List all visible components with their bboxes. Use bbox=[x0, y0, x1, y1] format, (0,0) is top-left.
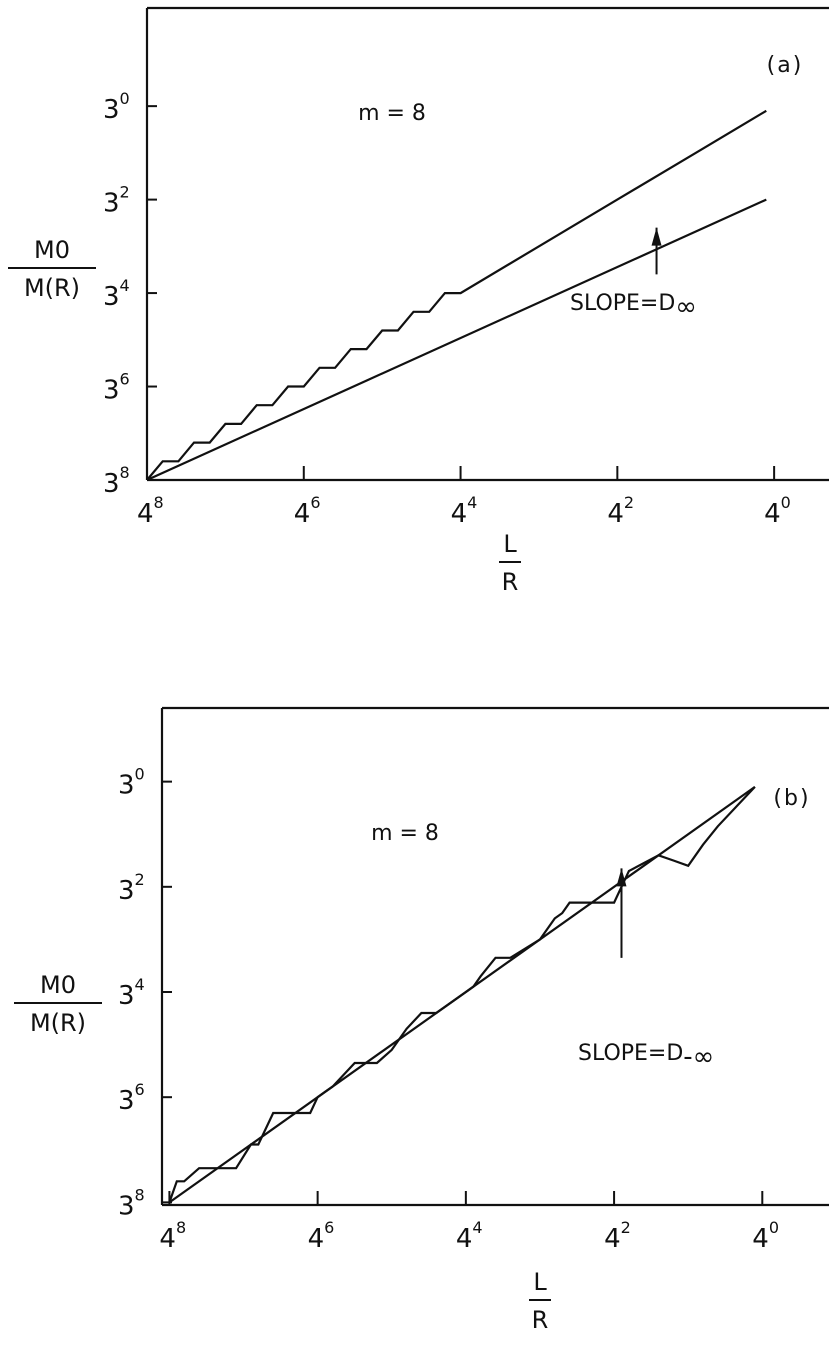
x-tick-base: 4 bbox=[137, 499, 154, 529]
slope-arrow-head bbox=[616, 868, 627, 887]
x-tick-label: 40 bbox=[752, 1218, 779, 1254]
y-tick-base: 3 bbox=[103, 376, 120, 406]
slope-arrow-head bbox=[651, 227, 662, 246]
x-tick-label: 46 bbox=[294, 493, 321, 529]
y-tick-exponent: 0 bbox=[120, 89, 130, 108]
y-axis-title-denominator: M(R) bbox=[30, 1009, 86, 1037]
slope-annotation: SLOPE=D-∞ bbox=[578, 1041, 714, 1072]
y-tick-label: 32 bbox=[103, 183, 130, 219]
x-tick-label: 42 bbox=[607, 493, 634, 529]
x-tick-base: 4 bbox=[456, 1224, 473, 1254]
y-tick-label: 36 bbox=[118, 1080, 145, 1116]
y-tick-base: 3 bbox=[103, 282, 120, 312]
y-tick-base: 3 bbox=[103, 189, 120, 219]
x-tick-base: 4 bbox=[607, 499, 624, 529]
y-tick-exponent: 2 bbox=[120, 183, 130, 202]
m-annotation: m = 8 bbox=[371, 821, 439, 846]
x-tick-base: 4 bbox=[764, 499, 781, 529]
y-tick-exponent: 6 bbox=[120, 370, 130, 389]
x-tick-base: 4 bbox=[451, 499, 468, 529]
x-tick-label: 48 bbox=[137, 493, 164, 529]
x-tick-exponent: 6 bbox=[310, 493, 320, 512]
x-tick-label: 46 bbox=[308, 1218, 335, 1254]
x-tick-exponent: 4 bbox=[467, 493, 477, 512]
y-tick-label: 34 bbox=[103, 276, 130, 312]
slope-annotation: SLOPE=D∞ bbox=[570, 291, 697, 322]
y-tick-base: 3 bbox=[118, 876, 135, 906]
x-tick-exponent: 0 bbox=[769, 1218, 779, 1237]
x-tick-exponent: 2 bbox=[621, 1218, 631, 1237]
x-axis-title-numerator: L bbox=[503, 530, 517, 558]
y-tick-label: 30 bbox=[118, 765, 145, 801]
y-tick-exponent: 8 bbox=[120, 463, 130, 482]
y-tick-exponent: 8 bbox=[135, 1185, 145, 1204]
y-tick-exponent: 4 bbox=[120, 276, 130, 295]
x-tick-exponent: 8 bbox=[154, 493, 164, 512]
x-tick-exponent: 6 bbox=[324, 1218, 334, 1237]
slope-label-text: SLOPE=D bbox=[578, 1041, 683, 1066]
x-tick-base: 4 bbox=[159, 1224, 176, 1254]
slope-label-text: SLOPE=D bbox=[570, 291, 675, 316]
y-tick-exponent: 0 bbox=[135, 765, 145, 784]
y-tick-label: 30 bbox=[103, 89, 130, 125]
slope-label-subscript: ∞ bbox=[675, 292, 697, 322]
y-tick-label: 34 bbox=[118, 975, 145, 1011]
x-tick-base: 4 bbox=[308, 1224, 325, 1254]
y-tick-label: 36 bbox=[103, 370, 130, 406]
x-tick-base: 4 bbox=[294, 499, 311, 529]
slope-label-subscript: -∞ bbox=[683, 1042, 714, 1072]
x-tick-base: 4 bbox=[604, 1224, 621, 1254]
y-axis-title-numerator: M0 bbox=[40, 971, 76, 999]
x-tick-exponent: 4 bbox=[472, 1218, 482, 1237]
y-tick-label: 38 bbox=[103, 463, 130, 499]
y-tick-base: 3 bbox=[103, 469, 120, 499]
staircase-series-line bbox=[146, 109, 767, 481]
y-tick-label: 32 bbox=[118, 870, 145, 906]
x-axis-title-denominator: R bbox=[502, 568, 519, 596]
x-tick-label: 42 bbox=[604, 1218, 631, 1254]
m-annotation: m = 8 bbox=[358, 101, 426, 126]
y-axis-title-denominator: M(R) bbox=[24, 274, 80, 302]
x-tick-exponent: 2 bbox=[624, 493, 634, 512]
y-tick-base: 3 bbox=[118, 771, 135, 801]
y-tick-base: 3 bbox=[118, 1086, 135, 1116]
x-tick-label: 44 bbox=[456, 1218, 483, 1254]
x-tick-exponent: 8 bbox=[176, 1218, 186, 1237]
x-tick-label: 48 bbox=[159, 1218, 186, 1254]
slope-reference-line bbox=[146, 198, 767, 482]
x-tick-label: 40 bbox=[764, 493, 791, 529]
x-tick-base: 4 bbox=[752, 1224, 769, 1254]
y-tick-base: 3 bbox=[118, 1191, 135, 1221]
y-tick-base: 3 bbox=[103, 95, 120, 125]
y-tick-exponent: 4 bbox=[135, 975, 145, 994]
x-tick-exponent: 0 bbox=[781, 493, 791, 512]
panel-label: (a) bbox=[767, 53, 804, 78]
slope-reference-line bbox=[168, 786, 756, 1204]
x-axis-title-numerator: L bbox=[533, 1268, 547, 1296]
x-tick-label: 44 bbox=[451, 493, 478, 529]
y-tick-exponent: 2 bbox=[135, 870, 145, 889]
y-tick-label: 38 bbox=[118, 1185, 145, 1221]
y-tick-base: 3 bbox=[118, 981, 135, 1011]
x-axis-title-denominator: R bbox=[532, 1306, 549, 1334]
y-axis-title-numerator: M0 bbox=[34, 236, 70, 264]
panel-label: (b) bbox=[773, 786, 810, 811]
y-tick-exponent: 6 bbox=[135, 1080, 145, 1099]
